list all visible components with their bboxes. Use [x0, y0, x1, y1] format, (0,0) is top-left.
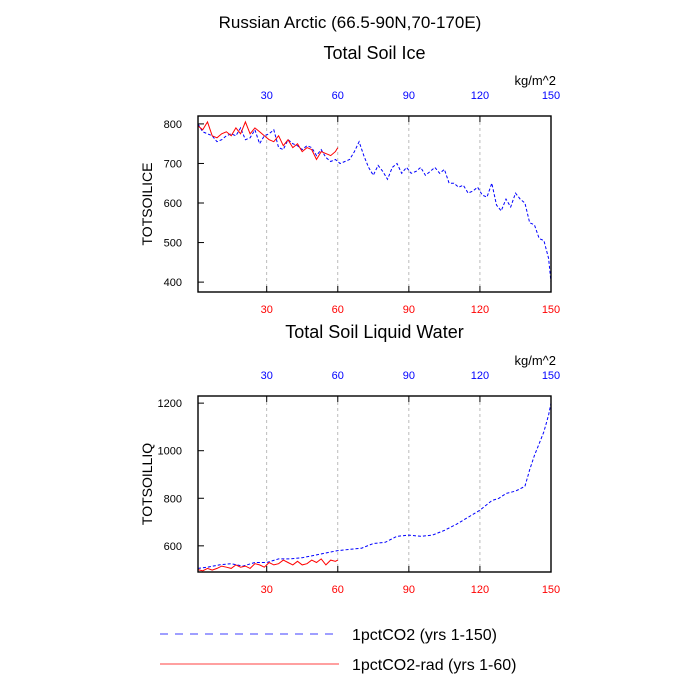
chart-title: Total Soil Liquid Water — [285, 322, 463, 342]
y-tick-label: 800 — [164, 119, 182, 131]
chart-panels: Total Soil Ice kg/m^2 30 30 60 60 90 90 120 120 15… — [139, 43, 560, 596]
figure-title: Russian Arctic (66.5-90N,70-170E) — [219, 13, 482, 32]
x-tick-label-bottom: 120 — [471, 584, 489, 596]
y-axis-label: TOTSOILLIQ — [139, 443, 155, 525]
x-tick-label-bottom: 90 — [403, 584, 415, 596]
plot-frame — [197, 115, 552, 293]
x-tick-label-top: 30 — [261, 370, 273, 382]
y-tick-label: 1000 — [158, 446, 182, 458]
x-tick-label-top: 30 — [261, 90, 273, 102]
chart-panel-2: Total Soil Liquid Water kg/m^2 30 30 60 60 90 9… — [139, 322, 560, 596]
y-tick-label: 500 — [164, 238, 182, 250]
x-tick-label-bottom: 30 — [261, 584, 273, 596]
x-tick-label-bottom: 60 — [332, 584, 344, 596]
x-tick-label-bottom: 120 — [471, 304, 489, 316]
series-line-1 — [197, 403, 552, 569]
y-tick-label: 700 — [164, 158, 182, 170]
series-line-1 — [197, 123, 552, 283]
y-axis-label: TOTSOILICE — [139, 163, 155, 246]
chart-legend: 1pctCO2 (yrs 1-150) 1pctCO2-rad (yrs 1-60… — [160, 627, 517, 674]
x-tick-label-top: 90 — [403, 370, 415, 382]
legend-label-1: 1pctCO2 (yrs 1-150) — [352, 627, 497, 644]
y-tick-label: 400 — [164, 277, 182, 289]
series-line-2 — [197, 120, 339, 161]
units-label: kg/m^2 — [514, 73, 556, 88]
x-tick-label-bottom: 90 — [403, 304, 415, 316]
x-tick-label-top: 60 — [332, 370, 344, 382]
y-tick-label: 600 — [164, 541, 182, 553]
chart-title: Total Soil Ice — [323, 43, 425, 63]
units-label: kg/m^2 — [514, 353, 556, 368]
x-tick-label-bottom: 150 — [542, 304, 560, 316]
x-tick-label-top: 90 — [403, 90, 415, 102]
y-tick-label: 1200 — [158, 398, 182, 410]
plot-frame — [197, 395, 552, 573]
x-tick-label-top: 60 — [332, 90, 344, 102]
x-tick-label-bottom: 150 — [542, 584, 560, 596]
x-tick-label-top: 150 — [542, 90, 560, 102]
x-tick-label-bottom: 30 — [261, 304, 273, 316]
legend-label-2: 1pctCO2-rad (yrs 1-60) — [352, 657, 517, 674]
x-tick-label-bottom: 60 — [332, 304, 344, 316]
x-tick-label-top: 150 — [542, 370, 560, 382]
x-tick-label-top: 120 — [471, 370, 489, 382]
y-tick-label: 800 — [164, 493, 182, 505]
y-tick-label: 600 — [164, 198, 182, 210]
chart-panel-1: Total Soil Ice kg/m^2 30 30 60 60 90 90 120 120 15… — [139, 43, 560, 316]
series-line-2 — [197, 558, 339, 572]
x-tick-label-top: 120 — [471, 90, 489, 102]
